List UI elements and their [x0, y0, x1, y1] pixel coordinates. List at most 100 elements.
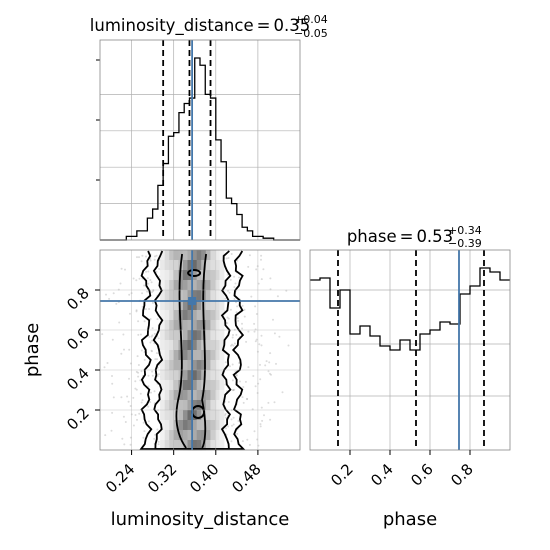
- density-cell: [219, 300, 225, 311]
- density-cell: [215, 390, 220, 401]
- density-cell: [192, 310, 197, 321]
- density-cell: [192, 440, 197, 451]
- sample-point: [145, 255, 147, 258]
- sample-point: [224, 414, 226, 417]
- density-cell: [196, 380, 202, 391]
- density-cell: [201, 350, 207, 361]
- density-cell: [205, 300, 211, 311]
- sample-point: [232, 423, 235, 426]
- sample-point: [229, 278, 232, 281]
- density-cell: [178, 390, 184, 401]
- density-cell: [205, 280, 211, 291]
- sample-point: [150, 391, 152, 394]
- density-cell: [160, 340, 165, 351]
- x-tick-labels: 0.24 0.32 0.40 0.48: [102, 450, 265, 496]
- density-cell: [183, 360, 188, 371]
- sample-point: [241, 322, 243, 325]
- density-cell: [169, 330, 175, 341]
- sample-point: [155, 254, 158, 257]
- sample-point: [146, 277, 149, 280]
- sample-point: [146, 290, 149, 293]
- sample-point: [246, 397, 249, 400]
- density-cell: [164, 400, 170, 411]
- sample-point: [156, 428, 159, 431]
- density-cell: [205, 400, 211, 411]
- density-cell: [164, 330, 170, 341]
- density-cell: [160, 440, 165, 451]
- sample-point: [269, 418, 272, 421]
- sample-point: [250, 295, 253, 298]
- sample-point: [147, 405, 150, 408]
- sample-point: [110, 429, 113, 432]
- sample-point: [237, 319, 240, 322]
- density-cell: [183, 290, 188, 301]
- sample-point: [235, 374, 238, 377]
- density-cell: [219, 410, 225, 421]
- sample-point: [128, 293, 131, 296]
- density-cell: [164, 350, 170, 361]
- density-cell: [215, 420, 220, 431]
- density-cell: [192, 360, 197, 371]
- sample-point: [127, 400, 130, 403]
- panel-frame: [309, 249, 511, 451]
- sample-point: [120, 267, 123, 270]
- density-cell: [183, 440, 188, 451]
- sample-point: [156, 318, 159, 321]
- density-cell: [173, 440, 179, 451]
- sample-point: [140, 349, 143, 352]
- sample-point: [265, 360, 268, 363]
- sample-point: [241, 304, 244, 307]
- panel-phase-histogram: 0.2 0.4 0.6 0.8 phase phase = 0.53 +0.34 −0.3…: [309, 224, 511, 530]
- density-cell: [210, 440, 216, 451]
- density-cell: [210, 290, 216, 301]
- density-cell: [164, 300, 170, 311]
- sample-point: [111, 411, 114, 414]
- density-cell: [164, 410, 170, 421]
- density-cell: [169, 350, 175, 361]
- density-cell: [192, 420, 197, 431]
- sample-point: [136, 418, 138, 421]
- sample-point: [138, 277, 141, 280]
- sample-point: [229, 308, 232, 311]
- density-cell: [169, 300, 175, 311]
- density-cell: [205, 330, 211, 341]
- density-cell: [164, 360, 170, 371]
- density-cell: [160, 430, 165, 441]
- density-cell: [210, 350, 216, 361]
- density-cell: [187, 350, 193, 361]
- sample-point: [158, 267, 161, 270]
- density-cell: [219, 360, 225, 371]
- sample-point: [112, 396, 115, 399]
- density-cell: [192, 330, 197, 341]
- sample-point: [255, 313, 258, 315]
- sample-point: [233, 342, 236, 345]
- sample-point: [232, 334, 234, 336]
- density-cell: [210, 320, 216, 331]
- density-cell: [210, 310, 216, 321]
- density-cell: [219, 290, 225, 301]
- sample-point: [140, 370, 143, 373]
- density-cell: [178, 440, 184, 451]
- sample-point: [129, 443, 132, 446]
- x-axis-label: phase: [383, 509, 437, 530]
- sample-point: [128, 348, 131, 351]
- density-cell: [210, 410, 216, 421]
- sample-point: [260, 344, 263, 347]
- panel-luminosity-distance-histogram: luminosity_distance = 0.35 +0.04 −0.05: [90, 13, 328, 241]
- sample-point: [151, 301, 154, 304]
- sample-point: [230, 344, 232, 347]
- density-cell: [205, 420, 211, 431]
- density-cell: [210, 330, 216, 341]
- sample-point: [124, 421, 127, 423]
- sample-point: [253, 322, 256, 325]
- sample-point: [247, 366, 250, 369]
- density-cell: [219, 390, 225, 401]
- sample-point: [231, 379, 234, 382]
- density-cell: [187, 280, 193, 291]
- density-cell: [173, 430, 179, 441]
- density-cell: [215, 380, 220, 391]
- sample-point: [157, 443, 160, 446]
- density-cell: [169, 440, 175, 451]
- density-cell: [210, 260, 216, 271]
- sample-point: [259, 425, 262, 428]
